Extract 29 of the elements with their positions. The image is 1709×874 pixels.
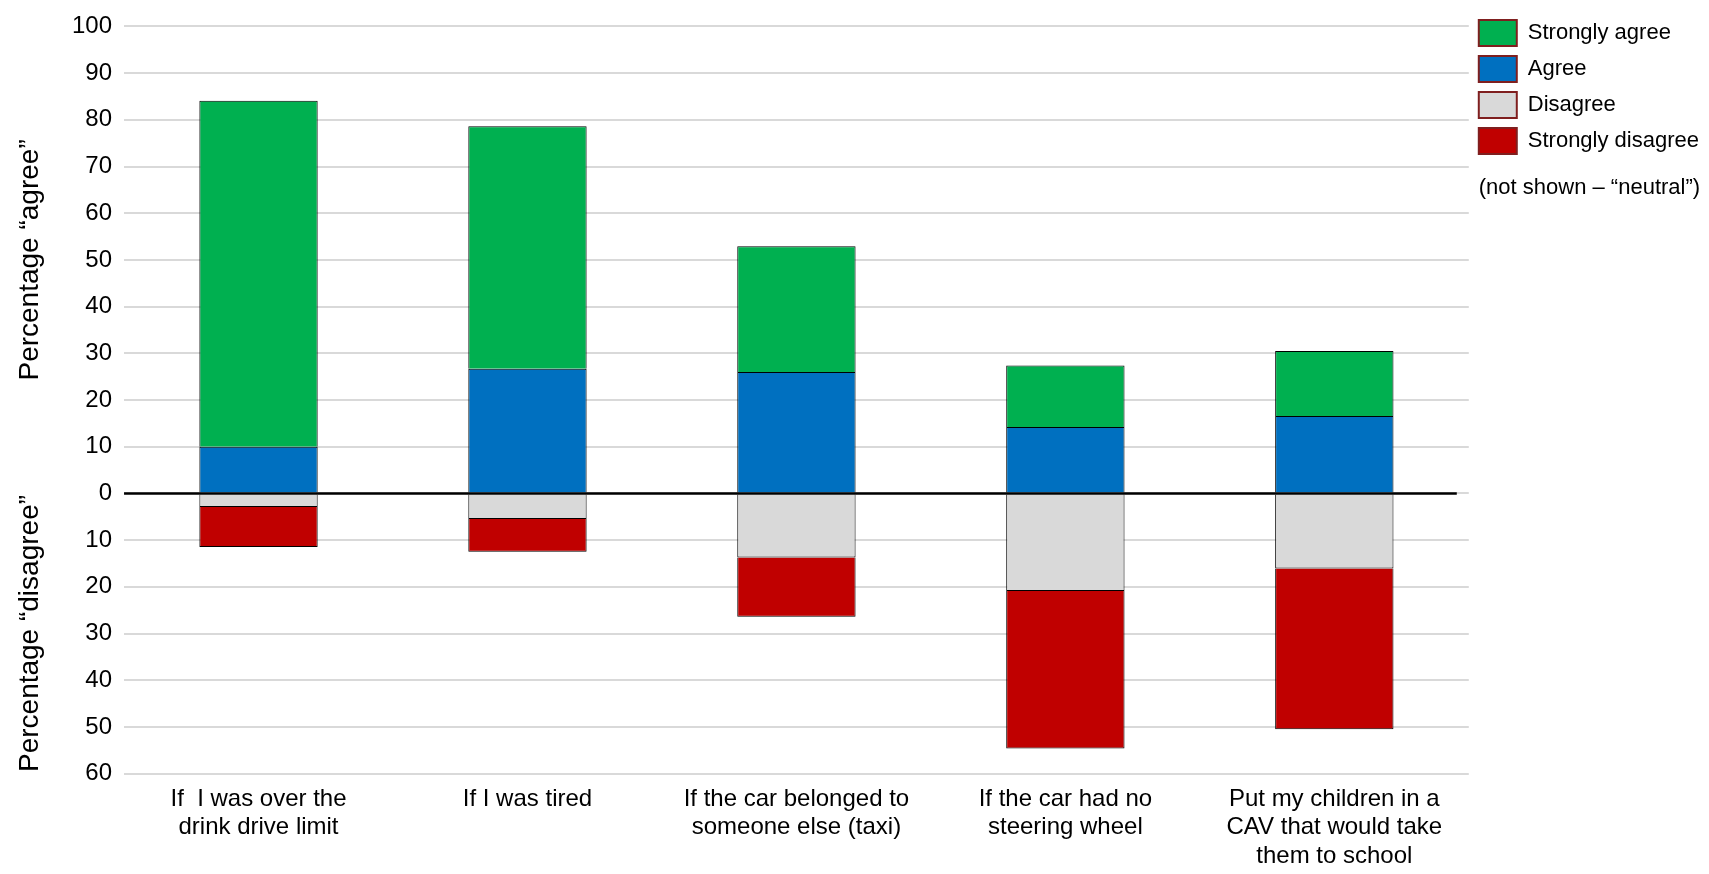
x-tick-label: Put my children in a CAV that would take them to school [1226, 783, 1443, 869]
y-tick-label: 10 [85, 431, 113, 459]
y-tick-label: 70 [85, 151, 113, 179]
text: (not shown – “neutral”) [1478, 174, 1701, 200]
legend-label: Disagree [1527, 91, 1616, 117]
y-tick-label: 80 [85, 104, 113, 132]
y-tick-label: 0 [98, 478, 113, 506]
legend-label: Strongly agree [1527, 19, 1671, 45]
y-tick-label: 10 [85, 524, 113, 552]
x-tick-label: If the car belonged to someone else (taxi) [683, 783, 910, 840]
y-tick-label: 90 [85, 57, 113, 85]
legend-label: Agree [1527, 55, 1587, 81]
y-tick-label: 50 [85, 244, 113, 272]
y-tick-label: 20 [85, 571, 113, 599]
y-tick-label: 60 [85, 197, 113, 225]
y-tick-label: 40 [85, 664, 113, 692]
legend-label: Strongly disagree [1527, 127, 1700, 153]
y-tick-label: 60 [85, 758, 113, 786]
text: Percentage “disagree” [12, 494, 44, 773]
x-tick-label: If the car had no steering wheel [978, 783, 1153, 840]
y-tick-label: 50 [85, 711, 113, 739]
x-tick-label: If I was tired [462, 783, 593, 811]
y-tick-label: 40 [85, 291, 113, 319]
y-tick-label: 100 [72, 11, 113, 39]
y-axis-title: Percentage “agree” [12, 139, 44, 381]
y-tick-label: 30 [85, 337, 113, 365]
x-tick-label: If I was over the drink drive limit [170, 783, 347, 840]
y-tick-label: 20 [85, 384, 113, 412]
y-tick-label: 30 [85, 618, 113, 646]
